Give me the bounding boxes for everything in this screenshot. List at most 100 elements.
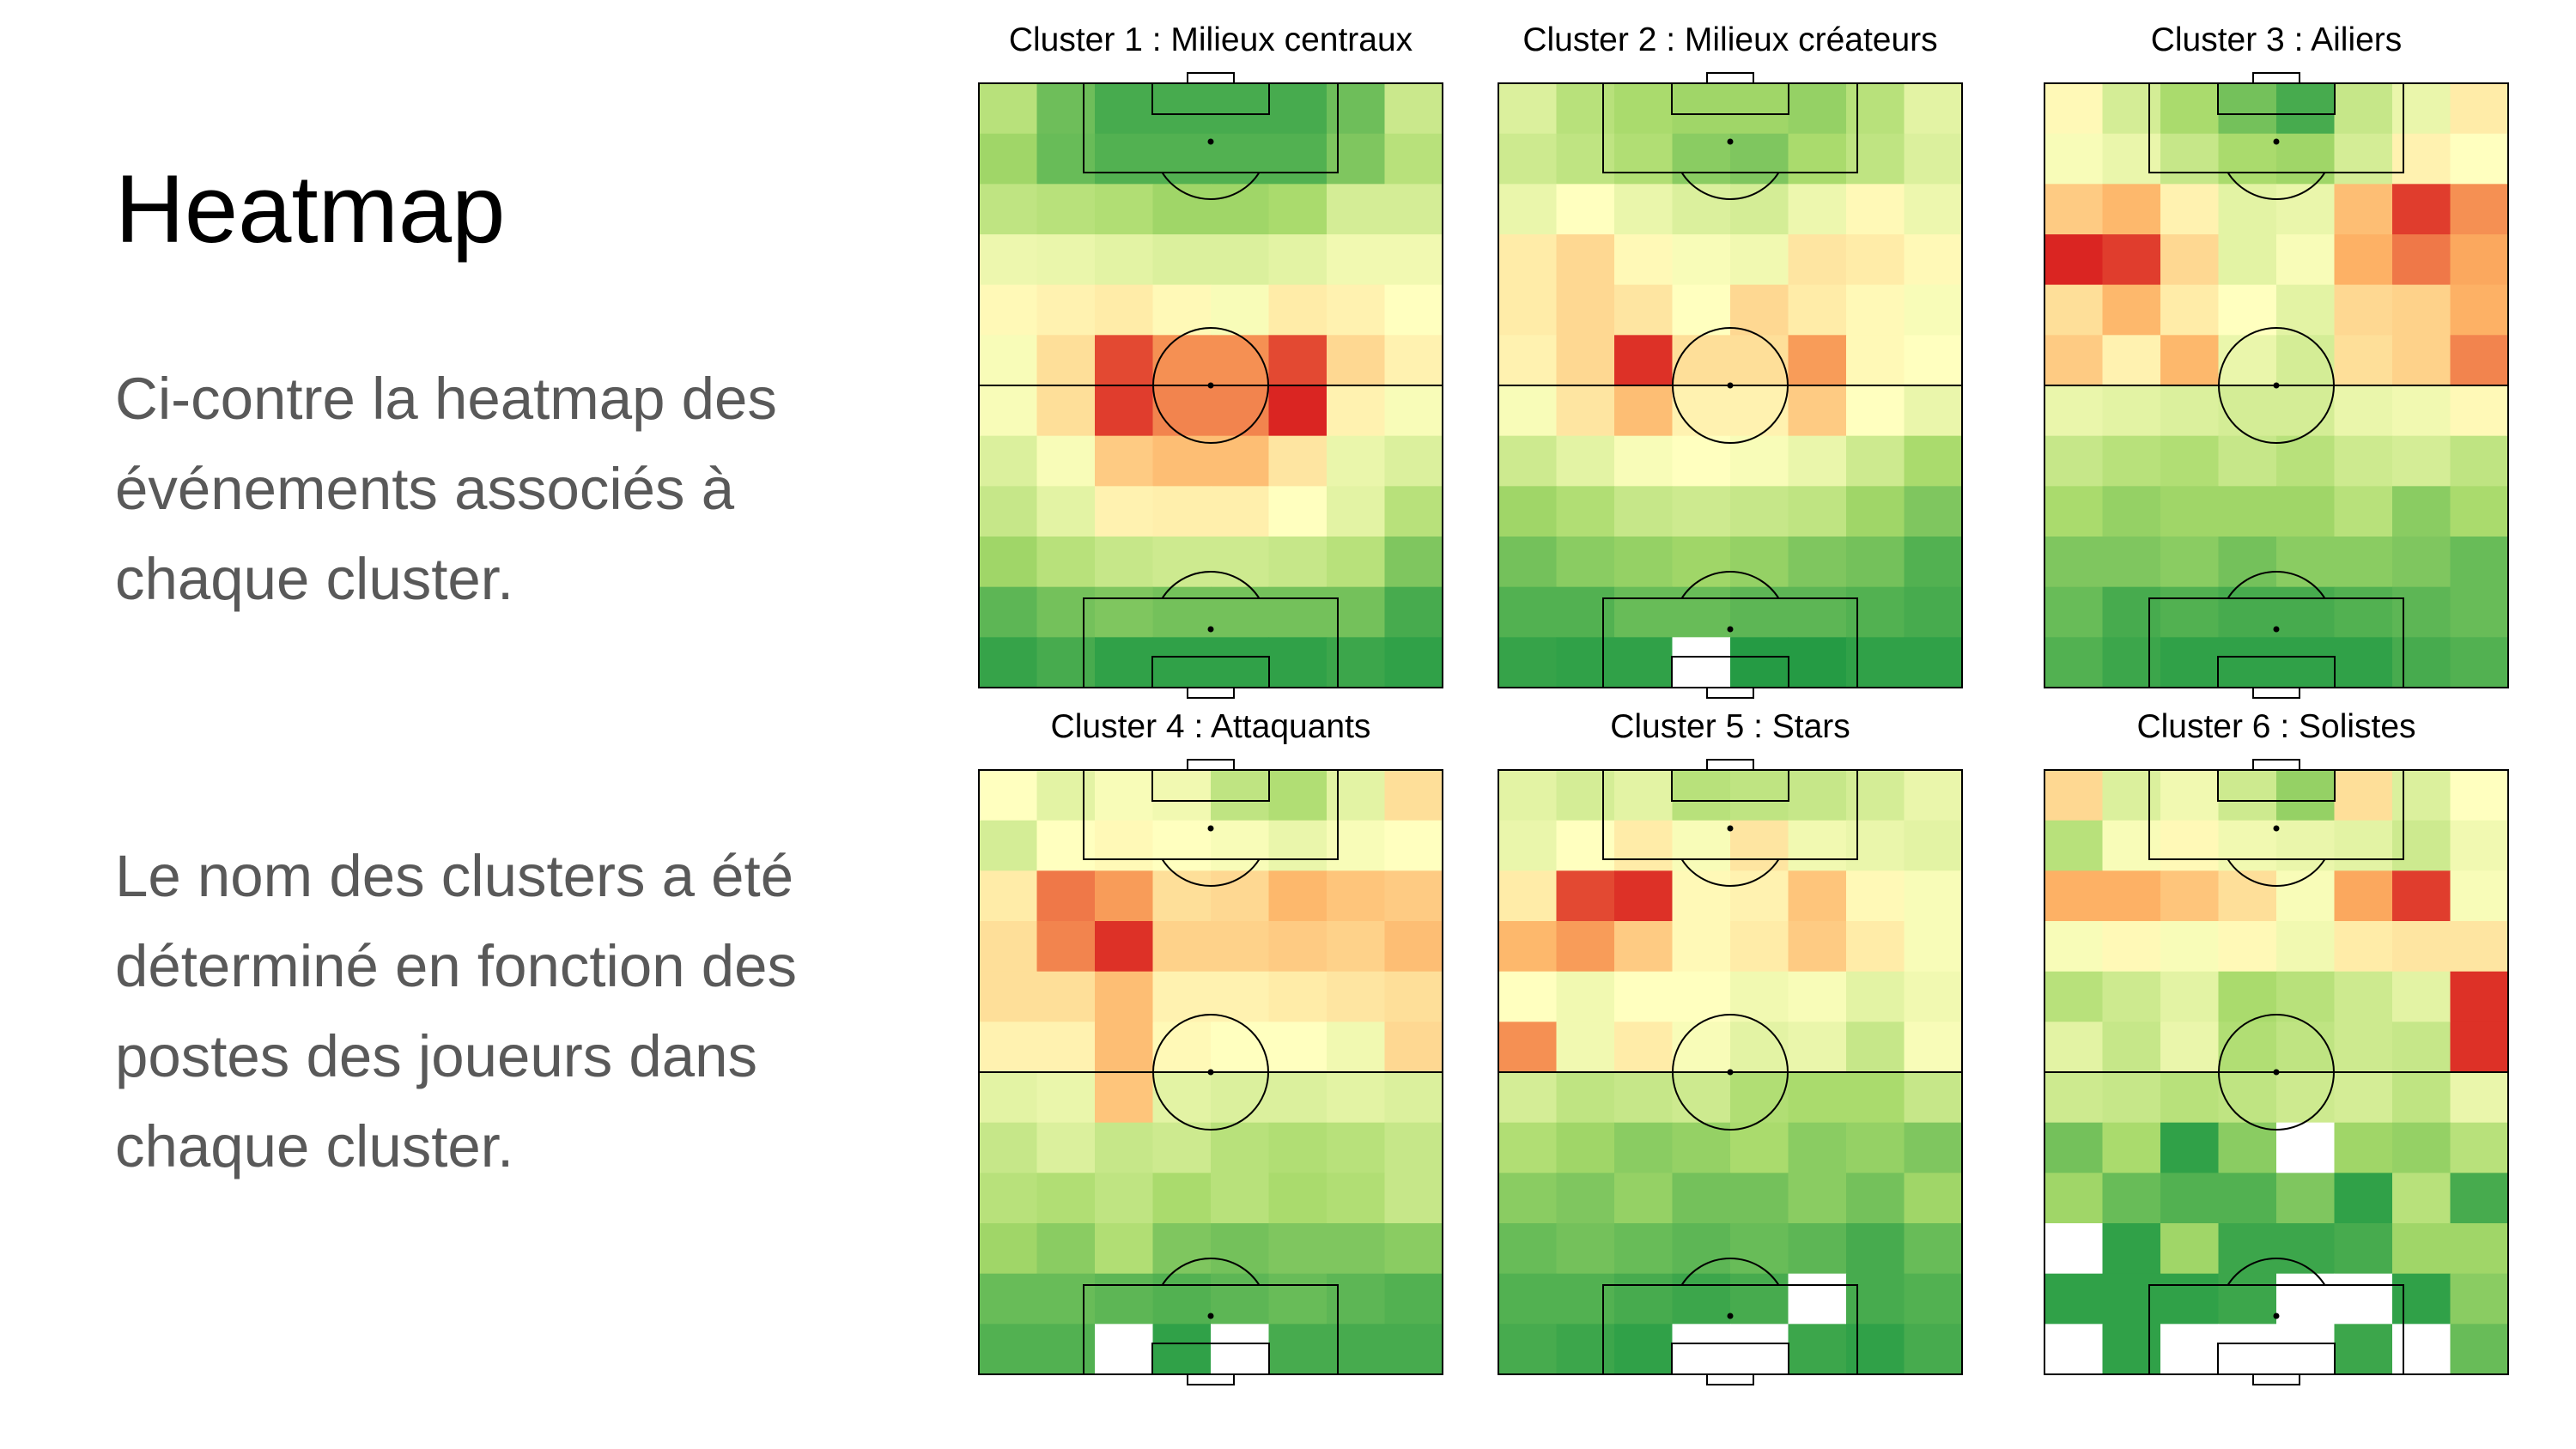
heatmap-cell — [1211, 1273, 1270, 1325]
heatmap-cell — [2450, 586, 2509, 638]
heatmap-cell — [979, 637, 1038, 688]
heatmap-cell — [1846, 537, 1905, 588]
heatmap-cell — [979, 1022, 1038, 1073]
cluster-naming-paragraph: Le nom des clusters a été déterminé en f… — [115, 831, 888, 1191]
heatmap-cell — [2160, 1072, 2220, 1124]
heatmap-cell — [1327, 1022, 1386, 1073]
heatmap-cell — [2044, 820, 2104, 871]
heatmap-cell — [2160, 335, 2220, 386]
heatmap-cell — [1498, 770, 1558, 822]
heatmap-cell — [2160, 870, 2220, 922]
heatmap-cell — [1904, 83, 1963, 135]
heatmap-cell — [979, 1324, 1038, 1375]
heatmap-cell — [2044, 234, 2104, 286]
heatmap-cell — [1152, 1022, 1212, 1073]
heatmap-cell — [1788, 537, 1847, 588]
heatmap-cell — [2392, 1324, 2451, 1375]
heatmap-cell — [1152, 820, 1212, 871]
heatmap-cell — [1095, 83, 1154, 135]
penalty-spot — [2273, 1313, 2280, 1319]
heatmap-cell — [1846, 184, 1905, 235]
heatmap-cell — [2392, 1022, 2451, 1073]
heatmap-cell — [979, 83, 1038, 135]
heatmap-cell — [1846, 385, 1905, 437]
heatmap-cell — [1846, 870, 1905, 922]
heatmap-cell — [2218, 921, 2277, 973]
heatmap-cell — [1268, 586, 1327, 638]
heatmap-cell — [2276, 234, 2336, 286]
heatmap-cell — [2218, 133, 2277, 185]
heatmap-cell — [1788, 133, 1847, 185]
heatmap-cell — [2334, 1072, 2393, 1124]
heatmap-cell — [1152, 335, 1212, 386]
heatmap-cell — [2160, 537, 2220, 588]
heatmap-cell — [2276, 133, 2336, 185]
heatmap-cell — [2450, 637, 2509, 688]
heatmap-cell — [2218, 335, 2277, 386]
heatmap-cell — [2334, 234, 2393, 286]
heatmap-cell — [2276, 435, 2336, 487]
heatmap-cell — [1730, 83, 1789, 135]
heatmap-cell — [1268, 335, 1327, 386]
heatmap-cell — [2160, 971, 2220, 1022]
heatmap-cell — [2218, 770, 2277, 822]
heatmap-cell — [1730, 921, 1789, 973]
heatmap-cell — [1672, 133, 1731, 185]
heatmap-cell — [1556, 1324, 1615, 1375]
penalty-spot — [2273, 825, 2280, 832]
heatmap-cell — [2392, 1273, 2451, 1325]
penalty-arc — [2227, 858, 2326, 888]
heatmap-cell — [1846, 133, 1905, 185]
heatmap-cell — [1672, 820, 1731, 871]
heatmap-cell — [1384, 1022, 1443, 1073]
description-line: déterminé en fonction des — [115, 933, 798, 999]
heatmap-cell — [1672, 921, 1731, 973]
goal — [2252, 72, 2300, 84]
heatmap-cell — [1498, 637, 1558, 688]
heatmap-cell — [1384, 870, 1443, 922]
heatmap-cell — [2102, 335, 2161, 386]
heatmap-cell — [1036, 184, 1096, 235]
penalty-spot — [1727, 626, 1734, 633]
heatmap-cell — [2218, 820, 2277, 871]
heatmap-cell — [1614, 234, 1674, 286]
heatmap-cell — [1384, 83, 1443, 135]
heatmap-cell — [1211, 1072, 1270, 1124]
heatmap-cell — [1327, 486, 1386, 537]
heatmap-cell — [1268, 1072, 1327, 1124]
heatmap-cell — [1268, 83, 1327, 135]
heatmap-cell — [979, 770, 1038, 822]
heatmap-cell — [1498, 921, 1558, 973]
heatmap-cell — [1846, 770, 1905, 822]
heatmap-cell — [1788, 1273, 1847, 1325]
heatmap-title: Cluster 5 : Stars — [1610, 708, 1850, 745]
heatmap-cell — [1904, 1324, 1963, 1375]
heatmap-cell — [1846, 971, 1905, 1022]
heatmap-panel: Cluster 1 : Milieux centraux — [978, 21, 1443, 699]
heatmap-cell — [2160, 637, 2220, 688]
heatmap-cell — [1672, 284, 1731, 336]
heatmap-cell — [2276, 486, 2336, 537]
heatmap-cell — [979, 1173, 1038, 1224]
heatmap-panel: Cluster 4 : Attaquants — [978, 708, 1443, 1385]
heatmap-cell — [1211, 870, 1270, 922]
heatmap-cell — [2450, 385, 2509, 437]
heatmap-cell — [1268, 234, 1327, 286]
heatmap-cell — [1672, 586, 1731, 638]
center-spot — [2273, 1069, 2280, 1076]
heatmap-cell — [1327, 1223, 1386, 1275]
heatmap-cell — [1036, 921, 1096, 973]
heatmap-cell — [2044, 921, 2104, 973]
heatmap-cell — [979, 335, 1038, 386]
heatmap-cell — [1152, 1072, 1212, 1124]
heatmap-cell — [1211, 234, 1270, 286]
heatmap-cell — [1036, 435, 1096, 487]
heatmap-cell — [1211, 184, 1270, 235]
heatmap-cell — [2102, 1022, 2161, 1073]
heatmap-cell — [1556, 537, 1615, 588]
heatmap-cell — [979, 1122, 1038, 1173]
heatmap-cell — [2160, 133, 2220, 185]
heatmap-cell — [1556, 335, 1615, 386]
heatmap-cell — [2450, 1122, 2509, 1173]
heatmap-cell — [1556, 870, 1615, 922]
